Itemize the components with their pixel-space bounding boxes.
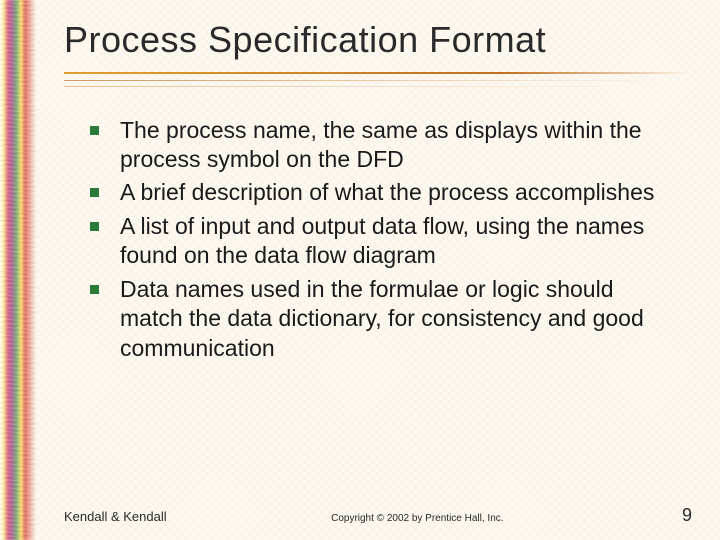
list-item: A list of input and output data flow, us…: [120, 212, 680, 271]
list-item: Data names used in the formulae or logic…: [120, 275, 680, 363]
list-item: The process name, the same as displays w…: [120, 116, 680, 175]
footer-copyright: Copyright © 2002 by Prentice Hall, Inc.: [167, 513, 668, 524]
footer-author: Kendall & Kendall: [64, 509, 167, 524]
slide-title: Process Specification Format: [64, 20, 692, 60]
decorative-left-strip: [0, 0, 36, 540]
title-underline: [64, 70, 692, 98]
slide-footer: Kendall & Kendall Copyright © 2002 by Pr…: [64, 505, 692, 526]
slide-content: Process Specification Format The process…: [36, 0, 720, 540]
list-item: A brief description of what the process …: [120, 178, 680, 207]
bullet-list: The process name, the same as displays w…: [64, 116, 692, 364]
footer-page-number: 9: [668, 505, 692, 526]
